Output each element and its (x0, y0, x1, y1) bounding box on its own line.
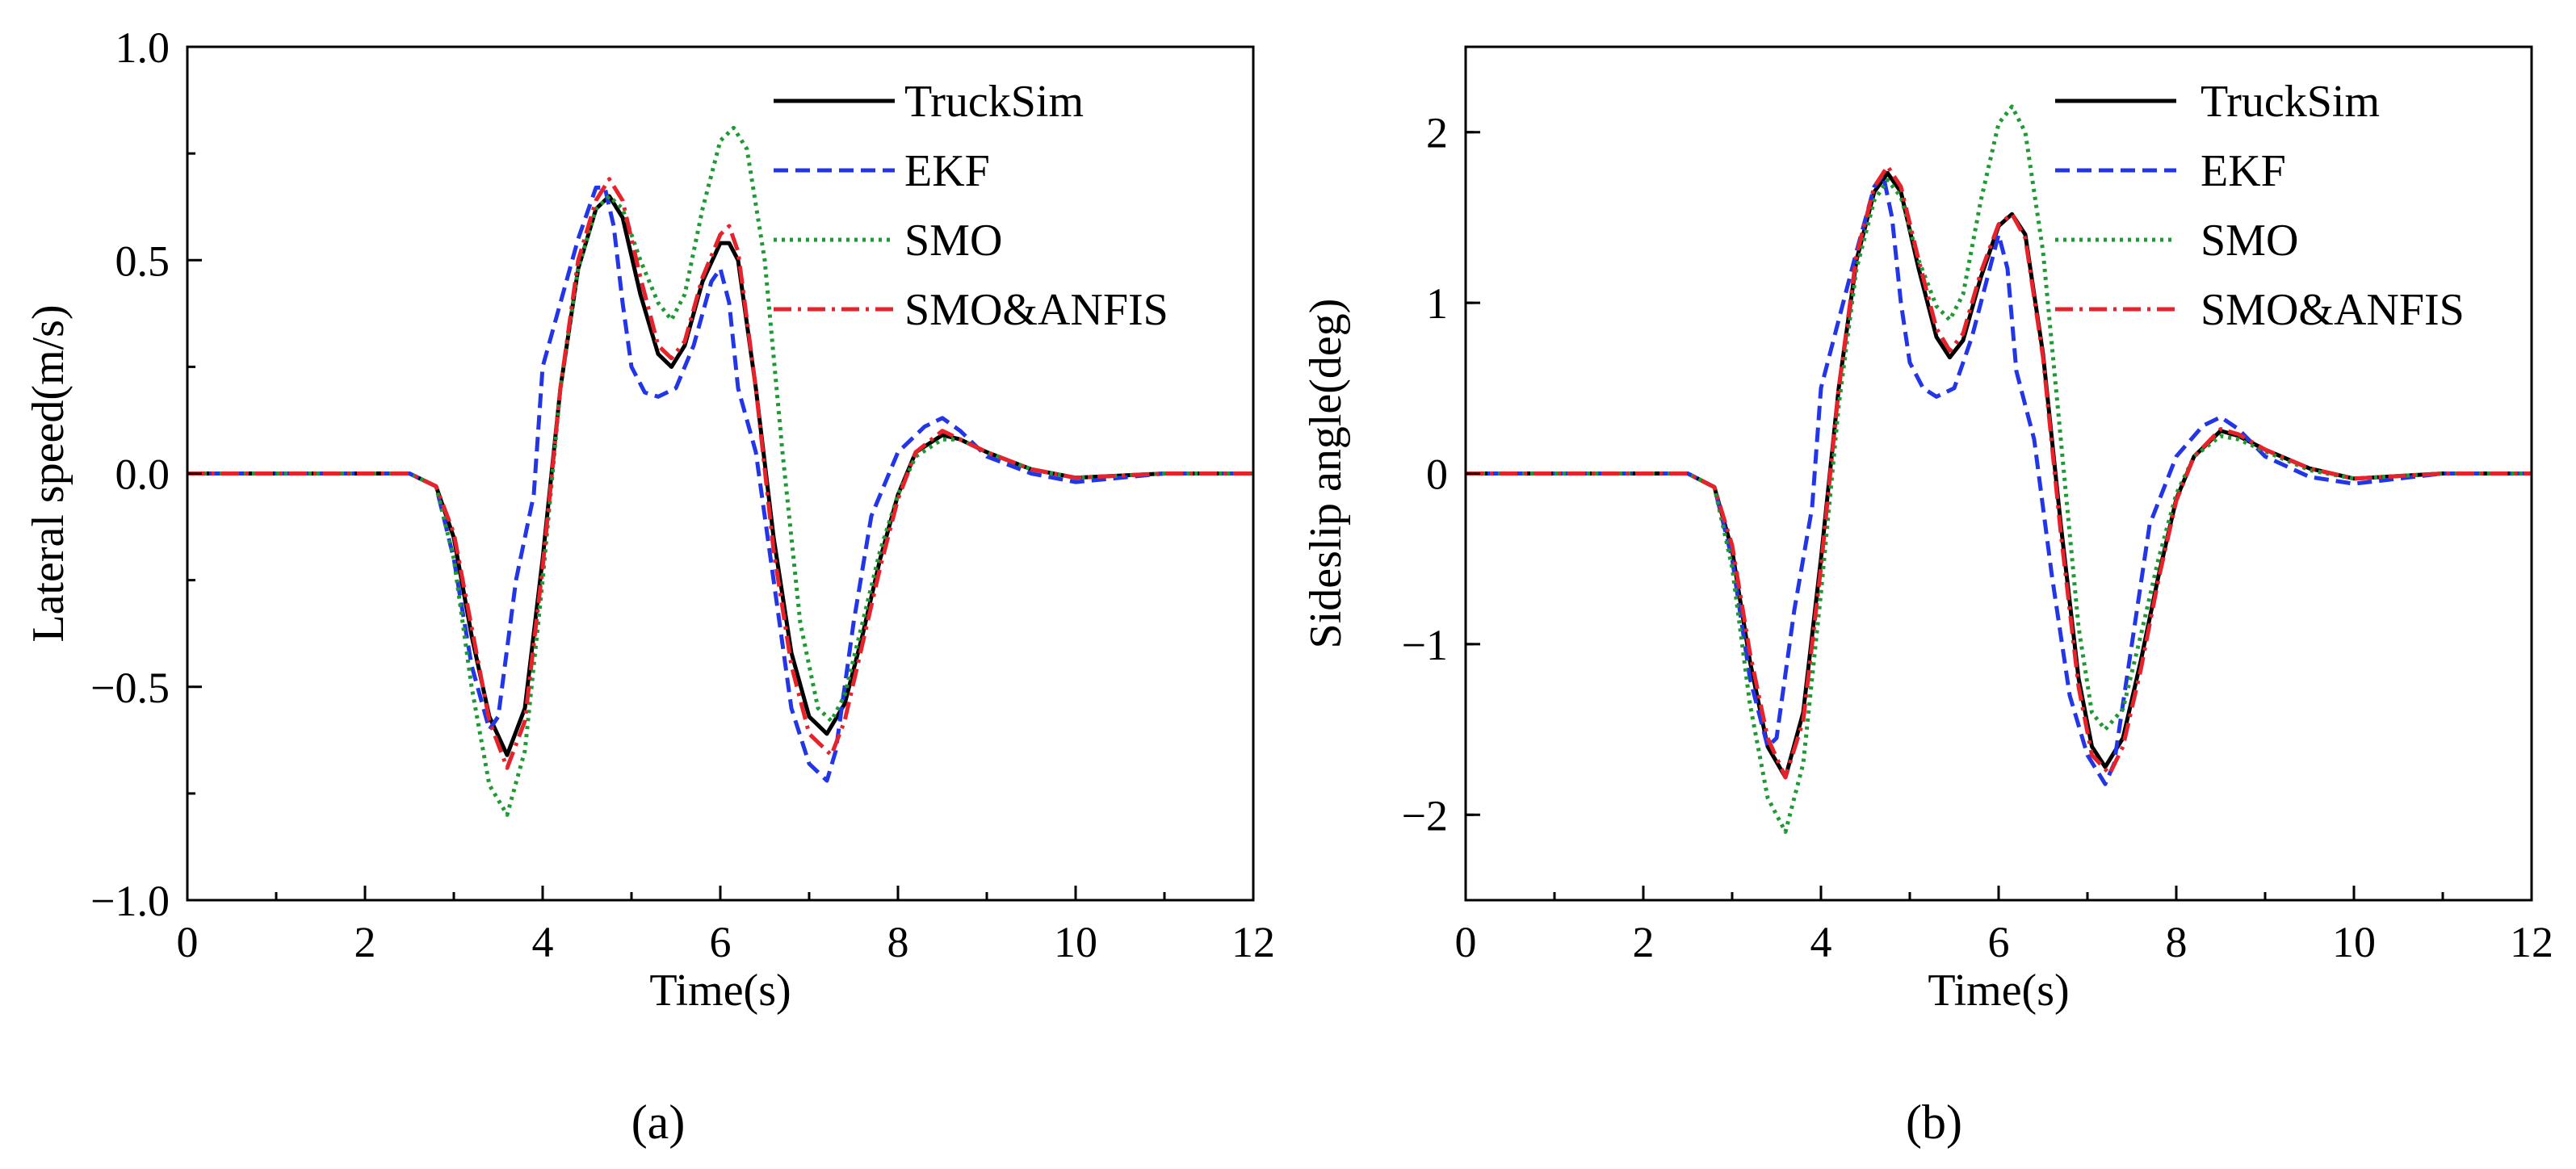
chart-a-x-tick-label: 10 (1054, 918, 1097, 966)
chart-a-y-tick-label: 0.0 (115, 450, 170, 499)
chart-b-legend-label: SMO (2201, 216, 2298, 266)
chart-a-x-tick-label: 8 (887, 918, 909, 966)
chart-a-y-tick-label: 1.0 (115, 23, 170, 72)
caption-b: (b) (1906, 1096, 1962, 1149)
chart-a-x-tick-label: 12 (1231, 918, 1275, 966)
chart-b-x-tick-label: 8 (2166, 918, 2188, 966)
chart-b-y-tick-label: 1 (1426, 279, 1448, 328)
chart-a-series-group (187, 125, 1253, 817)
chart-b-legend-label: EKF (2201, 146, 2286, 196)
chart-b-x-tick-label: 10 (2332, 918, 2376, 966)
chart-b-y-axis-label: Sideslip angle(deg) (1301, 299, 1351, 649)
chart-b-x-tick-label: 4 (1810, 918, 1832, 966)
chart-b-legend-label: TruckSim (2201, 77, 2380, 127)
chart-a-y-axis-label: Lateral speed(m/s) (23, 304, 73, 642)
chart-b-legend: TruckSim EKF SMO SMO&ANFIS (2055, 77, 2465, 335)
chart-a-x-tick-label: 0 (177, 918, 199, 966)
chart-b-y-tick-label: 2 (1426, 109, 1448, 157)
chart-a-x-axis-label: Time(s) (649, 966, 791, 1016)
chart-a-y-tick-label: −0.5 (90, 664, 170, 712)
chart-b-series-group (1466, 104, 2532, 834)
chart-a-series-smo-anfis-line (187, 177, 1253, 770)
chart-b-x-tick-label: 0 (1455, 918, 1477, 966)
chart-a-x-tick-label: 4 (532, 918, 554, 966)
chart-a-legend-label: EKF (904, 146, 990, 196)
chart-b-x-tick-label: 2 (1633, 918, 1655, 966)
chart-b-series-smo-line (1466, 104, 2532, 834)
chart-b-y-tick-label: −2 (1402, 791, 1448, 840)
chart-a-series-smo-line (187, 125, 1253, 817)
chart-b-series-smo-anfis-line (1466, 164, 2532, 780)
chart-a-legend-label: TruckSim (904, 77, 1084, 127)
caption-a: (a) (631, 1096, 686, 1149)
chart-a-x-tick-label: 6 (710, 918, 732, 966)
chart-a-legend-label: SMO (904, 216, 1002, 266)
chart-b-x-tick-label: 12 (2510, 918, 2553, 966)
chart-b-x-axis-label: Time(s) (1928, 966, 2069, 1016)
chart-a-legend: TruckSim EKF SMO SMO&ANFIS (774, 77, 1168, 335)
chart-a-y-tick-label: −1.0 (90, 877, 170, 925)
chart-b-x-tick-label: 6 (1988, 918, 2010, 966)
chart-a-legend-label: SMO&ANFIS (904, 285, 1168, 335)
chart-b-y-tick-label: −1 (1402, 621, 1448, 669)
chart-a-lateral-speed: 0 2 4 6 8 10 12 −1.0 −0.5 0.0 0.5 1.0 Time(s) Lateral… (23, 23, 1275, 1016)
chart-b-y-tick-label: 0 (1426, 450, 1448, 499)
chart-a-y-tick-label: 0.5 (115, 237, 170, 285)
chart-b-legend-label: SMO&ANFIS (2201, 285, 2465, 335)
chart-b-series-ekf-line (1466, 173, 2532, 786)
chart-a-x-tick-label: 2 (355, 918, 376, 966)
